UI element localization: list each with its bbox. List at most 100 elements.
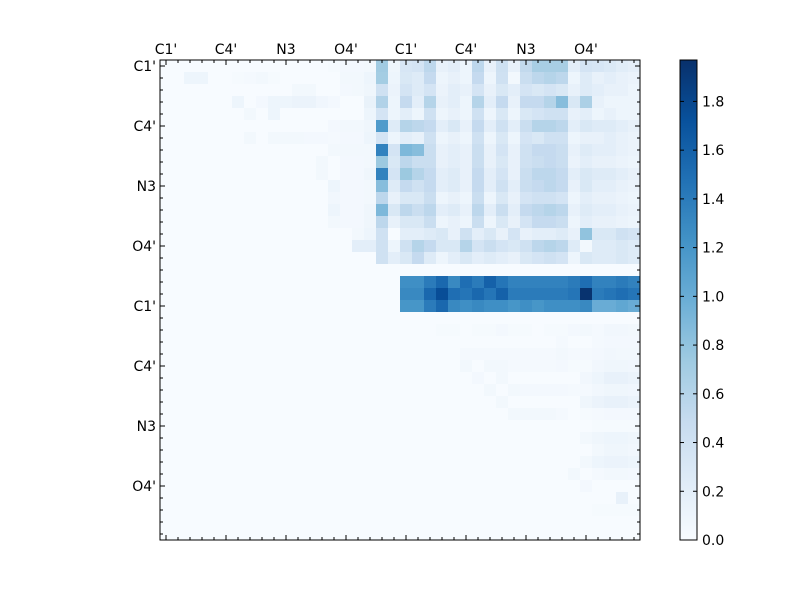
heatmap-cell (604, 372, 617, 385)
heatmap-cell (244, 192, 257, 205)
heatmap-cell (580, 348, 593, 361)
heatmap-cell (328, 60, 341, 73)
heatmap-cell (316, 288, 329, 301)
heatmap-cell (196, 492, 209, 505)
heatmap-cell (196, 264, 209, 277)
heatmap-cell (532, 96, 545, 109)
heatmap-cell (412, 144, 425, 157)
heatmap-cell (616, 276, 629, 289)
heatmap-cell (520, 156, 533, 169)
heatmap-cell (448, 360, 461, 373)
heatmap-cell (232, 264, 245, 277)
heatmap-cell (412, 120, 425, 133)
heatmap-cell (316, 360, 329, 373)
heatmap-cell (484, 372, 497, 385)
heatmap-cell (412, 336, 425, 349)
heatmap-cell (328, 276, 341, 289)
heatmap-cell (292, 96, 305, 109)
heatmap-cell (448, 192, 461, 205)
heatmap-cell (484, 216, 497, 229)
heatmap-cell (196, 216, 209, 229)
heatmap-cell (388, 396, 401, 409)
heatmap-cell (184, 192, 197, 205)
heatmap-cell (580, 264, 593, 277)
heatmap-cell (604, 144, 617, 157)
heatmap-cell (340, 360, 353, 373)
heatmap-cell (568, 360, 581, 373)
heatmap-cell (508, 504, 521, 517)
heatmap-cell (568, 492, 581, 505)
heatmap-cell (388, 348, 401, 361)
heatmap-cell (256, 516, 269, 529)
heatmap-cell (364, 72, 377, 85)
heatmap-cell (292, 468, 305, 481)
heatmap-cell (568, 228, 581, 241)
heatmap-cell (208, 408, 221, 421)
heatmap-cell (208, 132, 221, 145)
heatmap-cell (424, 276, 437, 289)
heatmap-cell (484, 444, 497, 457)
heatmap-cell (316, 60, 329, 73)
heatmap-cell (268, 444, 281, 457)
heatmap-cell (292, 252, 305, 265)
heatmap-cell (544, 336, 557, 349)
heatmap-cell (436, 492, 449, 505)
heatmap-cell (244, 432, 257, 445)
heatmap-cell (484, 516, 497, 529)
heatmap-cell (568, 252, 581, 265)
heatmap-cell (364, 96, 377, 109)
heatmap-cell (184, 528, 197, 541)
heatmap-cell (412, 228, 425, 241)
x-tick-label: O4' (334, 42, 358, 58)
heatmap-cell (412, 348, 425, 361)
heatmap-cell (580, 396, 593, 409)
heatmap-cell (160, 468, 173, 481)
heatmap-cell (400, 204, 413, 217)
heatmap-cell (256, 456, 269, 469)
heatmap-cell (196, 336, 209, 349)
heatmap-cell (196, 468, 209, 481)
heatmap-cell (520, 432, 533, 445)
heatmap-cell (352, 444, 365, 457)
heatmap-cell (508, 120, 521, 133)
heatmap-cell (616, 312, 629, 325)
heatmap-cell (616, 336, 629, 349)
heatmap-cell (628, 288, 641, 301)
heatmap-cell (160, 120, 173, 133)
heatmap-cell (208, 156, 221, 169)
heatmap-cell (364, 504, 377, 517)
heatmap-cell (616, 468, 629, 481)
heatmap-cell (472, 492, 485, 505)
heatmap-cell (460, 444, 473, 457)
heatmap-cell (472, 444, 485, 457)
heatmap-cell (172, 480, 185, 493)
heatmap-cell (400, 132, 413, 145)
heatmap-cell (556, 204, 569, 217)
heatmap-cell (280, 396, 293, 409)
heatmap-cell (328, 504, 341, 517)
heatmap-cell (256, 480, 269, 493)
heatmap-cell (316, 312, 329, 325)
heatmap-cell (388, 192, 401, 205)
heatmap-cell (208, 288, 221, 301)
heatmap-cell (364, 120, 377, 133)
heatmap-cell (460, 192, 473, 205)
heatmap-cell (196, 312, 209, 325)
heatmap-cell (376, 420, 389, 433)
heatmap-cell (256, 216, 269, 229)
heatmap-cell (520, 516, 533, 529)
heatmap-cell (544, 180, 557, 193)
heatmap-cell (340, 180, 353, 193)
heatmap-cell (568, 156, 581, 169)
heatmap-cell (172, 396, 185, 409)
heatmap-cell (592, 288, 605, 301)
heatmap-cell (388, 480, 401, 493)
heatmap-cell (196, 132, 209, 145)
heatmap-cell (448, 288, 461, 301)
heatmap-cell (160, 192, 173, 205)
heatmap-cell (580, 72, 593, 85)
heatmap-cell (376, 348, 389, 361)
heatmap-cell (316, 204, 329, 217)
heatmap-cell (268, 264, 281, 277)
heatmap-cell (460, 300, 473, 313)
